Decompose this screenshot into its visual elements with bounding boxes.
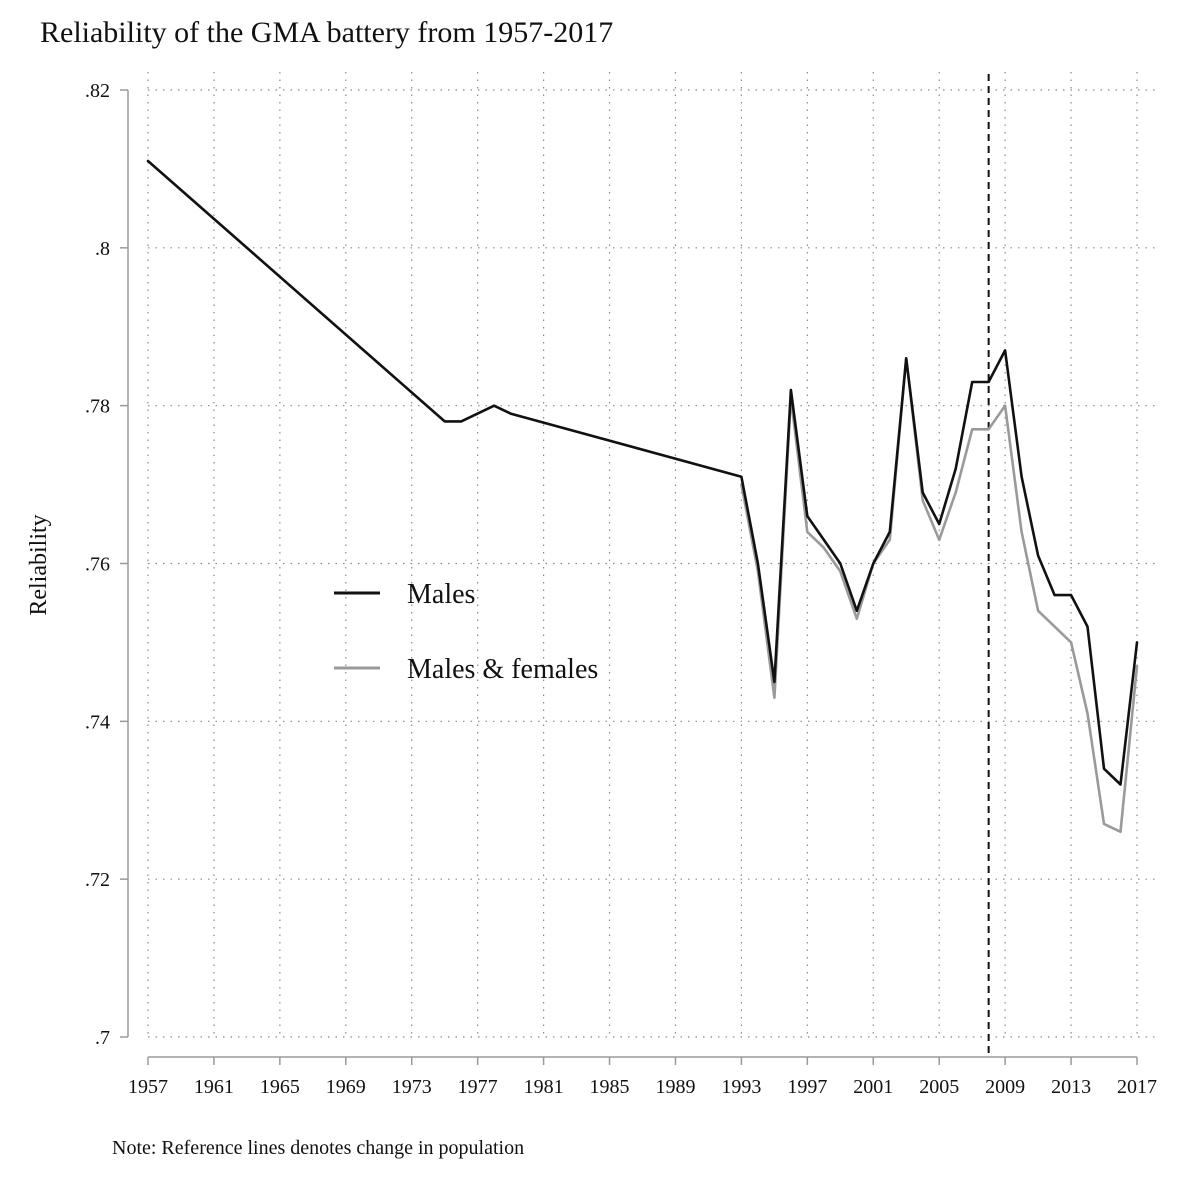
y-tick-label-1: .72	[85, 869, 110, 891]
y-axis-ticks: .7 .72 .74 .76 .78 .8 .82	[85, 80, 128, 1049]
y-tick-label-6: .82	[85, 80, 110, 102]
x-axis-ticks: 1957 1961 1965 1969 1973 1977 1981 1985 1989 1993…	[128, 1057, 1157, 1098]
chart-title: Reliability of the GMA battery from 1957…	[40, 16, 613, 49]
y-tick-label-0: .7	[95, 1027, 110, 1049]
y-tick-label-5: .8	[95, 238, 110, 260]
legend-label-males-females: Males & females	[407, 654, 598, 685]
y-tick-label-2: .74	[85, 711, 110, 733]
x-tick-label-12: 2005	[919, 1076, 959, 1098]
x-tick-label-3: 1969	[326, 1076, 366, 1098]
y-tick-label-4: .78	[85, 396, 110, 418]
y-tick-label-3: .76	[85, 554, 110, 576]
x-tick-label-9: 1993	[721, 1076, 761, 1098]
chart-note: Note: Reference lines denotes change in …	[112, 1137, 524, 1159]
series-lines	[146, 159, 1139, 834]
legend: Males Males & females	[334, 579, 598, 685]
series-line-males-females	[740, 356, 1139, 834]
x-tick-label-5: 1977	[458, 1076, 498, 1098]
x-tick-label-6: 1981	[524, 1076, 564, 1098]
x-tick-label-8: 1989	[655, 1076, 695, 1098]
x-tick-label-11: 2001	[853, 1076, 893, 1098]
legend-label-males: Males	[407, 579, 475, 610]
grid-lines	[147, 72, 1158, 1038]
x-tick-label-0: 1957	[128, 1076, 168, 1098]
x-tick-label-14: 2013	[1051, 1076, 1091, 1098]
x-tick-label-13: 2009	[985, 1076, 1025, 1098]
axes	[127, 90, 1137, 1058]
x-tick-label-1: 1961	[194, 1076, 234, 1098]
series-line-males	[146, 159, 1139, 786]
x-tick-label-7: 1985	[590, 1076, 630, 1098]
x-tick-label-2: 1965	[260, 1076, 300, 1098]
x-tick-label-10: 1997	[787, 1076, 827, 1098]
x-tick-label-15: 2017	[1117, 1076, 1157, 1098]
x-tick-label-4: 1973	[392, 1076, 432, 1098]
y-axis-label: Reliability	[26, 514, 52, 615]
